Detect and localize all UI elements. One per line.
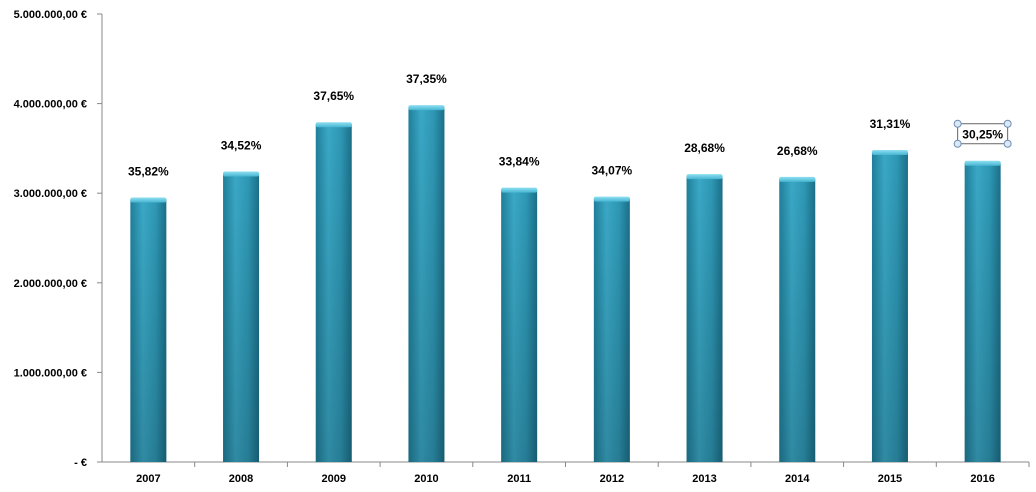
- resize-handle[interactable]: [953, 119, 962, 128]
- x-tick-label: 2011: [507, 473, 531, 485]
- data-labels: 35,82% 34,52% 37,65% 37,35% 33,84% 34,07% 28,6…: [128, 72, 1012, 178]
- bar-shade: [501, 189, 538, 462]
- bar-cap: [408, 105, 445, 111]
- x-tick-label: 2008: [229, 473, 253, 485]
- y-tick-label: 3.000.000,00 €: [14, 188, 87, 200]
- data-label: 34,07%: [591, 164, 632, 178]
- selection-frame: [957, 123, 1009, 145]
- bar-shade: [964, 162, 1001, 462]
- selected-label-box[interactable]: [953, 119, 1012, 148]
- data-label: 37,35%: [406, 72, 447, 86]
- bar: [315, 122, 352, 462]
- x-tick-label: 2013: [692, 473, 716, 485]
- bar: [871, 149, 908, 462]
- data-label: 26,68%: [777, 144, 818, 158]
- data-label: 28,68%: [684, 141, 725, 155]
- x-tick-label: 2009: [322, 473, 346, 485]
- bar-cap: [779, 176, 816, 182]
- x-tick-label: 2014: [785, 473, 810, 485]
- bar: [779, 176, 816, 462]
- data-label: 31,31%: [870, 117, 911, 131]
- bar-shade: [871, 151, 908, 462]
- bar: [593, 196, 630, 463]
- bar-cap: [315, 122, 352, 128]
- bars: [130, 105, 1001, 463]
- y-tick-label: - €: [74, 457, 87, 469]
- x-tick-label: 2010: [414, 473, 438, 485]
- resize-handle[interactable]: [1003, 139, 1012, 148]
- bar: [223, 171, 260, 462]
- bar: [686, 174, 723, 462]
- y-axis-ticks: - € 1.000.000,00 € 2.000.000,00 € 3.000.000…: [14, 9, 102, 469]
- bar-shade: [315, 124, 352, 462]
- y-tick-label: 5.000.000,00 €: [14, 9, 87, 21]
- bar-cap: [501, 187, 538, 193]
- y-tick-label: 1.000.000,00 €: [14, 367, 87, 379]
- bar-cap: [593, 196, 630, 202]
- bar-cap: [686, 174, 723, 180]
- data-label: 34,52%: [221, 138, 262, 152]
- x-tick-label: 2015: [878, 473, 902, 485]
- bar-cap: [964, 160, 1001, 166]
- y-tick-label: 2.000.000,00 €: [14, 278, 87, 290]
- bar-cap: [223, 171, 260, 177]
- bar: [408, 105, 445, 463]
- bar-shade: [779, 178, 816, 462]
- data-label: 35,82%: [128, 164, 169, 178]
- x-tick-label: 2016: [970, 473, 994, 485]
- bar: [501, 187, 538, 462]
- x-tick-label: 2007: [136, 473, 160, 485]
- bar: [964, 160, 1001, 462]
- bar-shade: [686, 176, 723, 462]
- bar-shade: [593, 198, 630, 463]
- y-tick-label: 4.000.000,00 €: [14, 99, 87, 111]
- bar-shade: [223, 173, 260, 462]
- data-label: 33,84%: [499, 155, 540, 169]
- resize-handle[interactable]: [1003, 119, 1012, 128]
- bar-cap: [871, 149, 908, 155]
- bar-shade: [130, 199, 167, 463]
- x-axis-ticks: 2007 2008 2009 2010 2011 2012 2013 2014 2015 2016: [136, 462, 1030, 485]
- data-label: 30,25%: [962, 128, 1003, 142]
- bar-shade: [408, 107, 445, 463]
- bar: [130, 197, 167, 463]
- x-tick-label: 2012: [600, 473, 624, 485]
- resize-handle[interactable]: [953, 139, 962, 148]
- bar-cap: [130, 197, 167, 203]
- data-label: 37,65%: [313, 89, 354, 103]
